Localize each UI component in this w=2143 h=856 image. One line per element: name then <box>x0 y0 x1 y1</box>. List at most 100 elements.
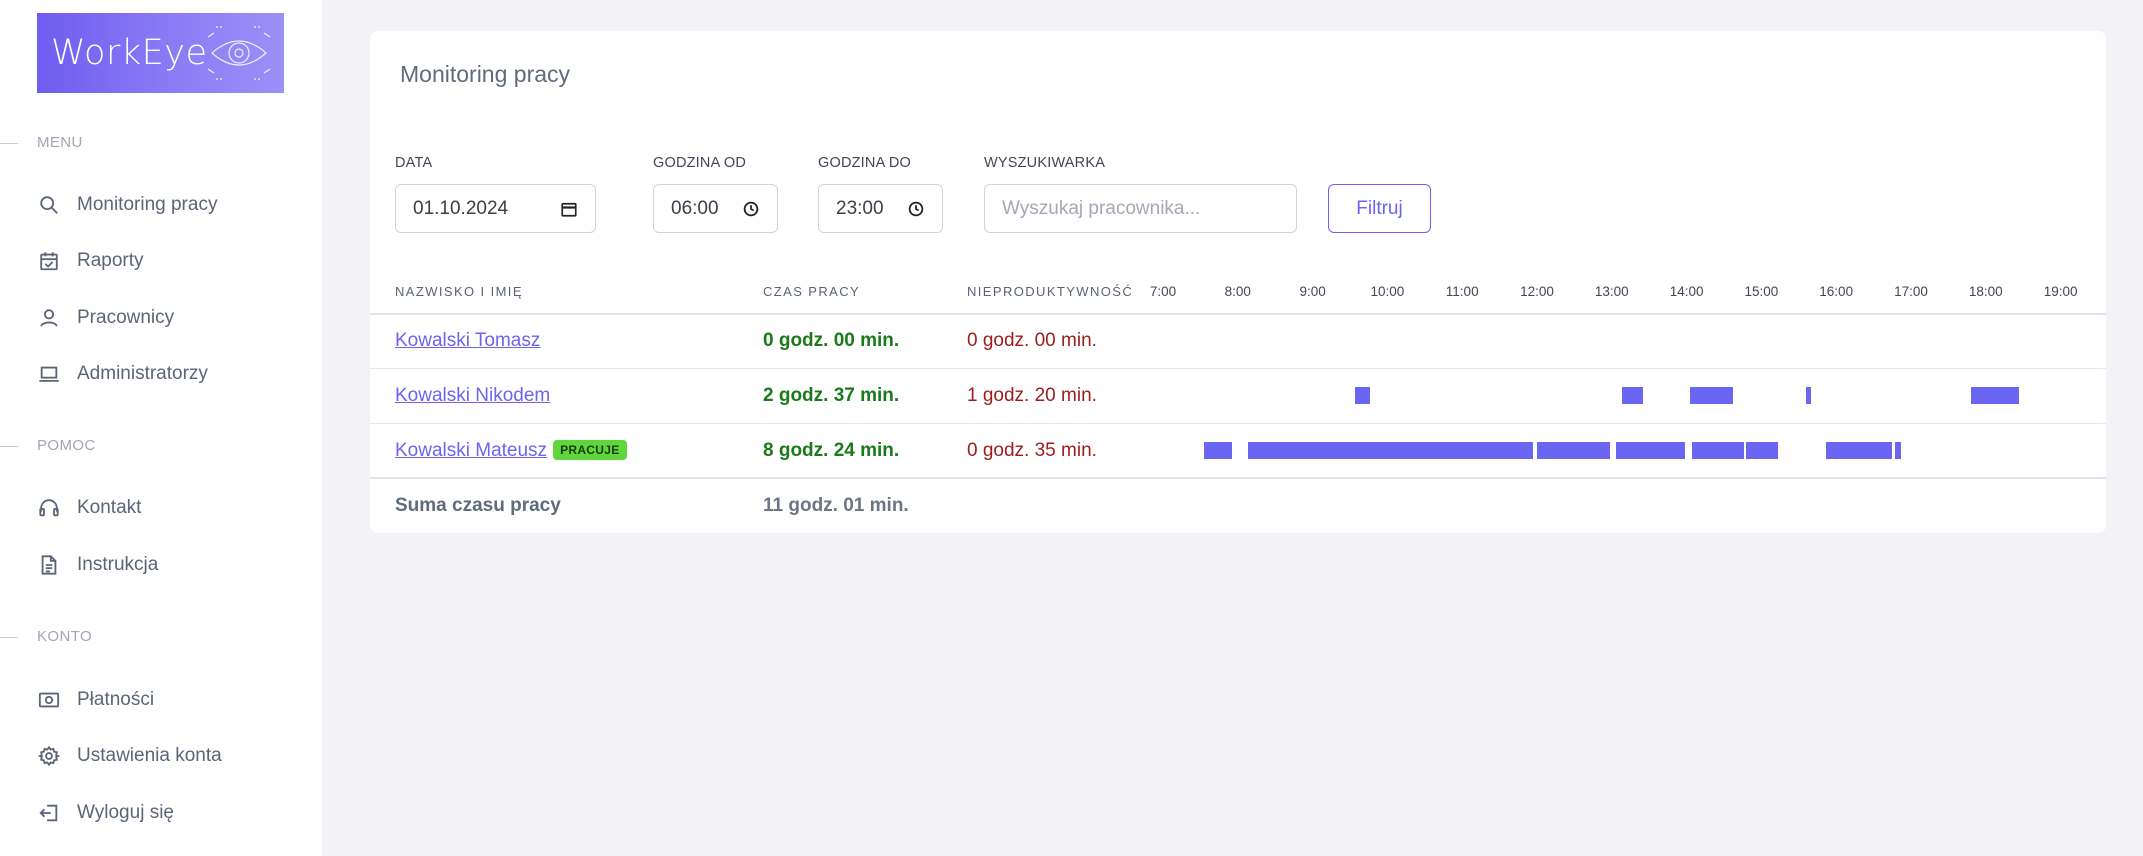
table-row-1-name[interactable]: Kowalski Tomasz <box>395 330 540 352</box>
page-title: Monitoring pracy <box>400 61 571 87</box>
activity-bar[interactable] <box>1615 442 1686 459</box>
to-label: GODZINA DO <box>818 155 912 171</box>
search-placeholder: Wyszukaj pracownika... <box>1002 197 1201 219</box>
status-badge: PRACUJE <box>553 440 627 460</box>
employee-link[interactable]: Kowalski Nikodem <box>395 385 551 406</box>
sidebar-item-label: Raporty <box>77 250 144 271</box>
activity-bar[interactable] <box>1690 387 1733 404</box>
row-divider <box>370 477 2106 479</box>
from-label: GODZINA OD <box>653 155 747 171</box>
sidebar-item-label: Ustawienia konta <box>77 745 222 766</box>
date-input[interactable]: 01.10.2024 <box>395 184 596 233</box>
eye-icon <box>207 26 271 80</box>
sidebar-item-label: Pracownicy <box>77 307 175 328</box>
activity-bar[interactable] <box>1826 442 1893 459</box>
activity-bar[interactable] <box>1894 442 1901 459</box>
time-from-value: 06:00 <box>671 197 719 219</box>
sidebar-item-platnosci[interactable]: Płatności <box>37 682 154 718</box>
activity-bar[interactable] <box>1746 442 1778 459</box>
sum-value: 11 godz. 01 min. <box>763 495 909 516</box>
unproductive-time-value: 1 godz. 20 min. <box>967 385 1097 406</box>
timeline-hour-label: 7:00 <box>1149 284 1177 299</box>
timeline-hour-label: 16:00 <box>1819 284 1854 299</box>
logout-icon <box>37 801 61 825</box>
activity-bar[interactable] <box>1970 387 2020 404</box>
search-input[interactable]: Wyszukaj pracownika... <box>984 184 1297 233</box>
time-from-input[interactable]: 06:00 <box>653 184 778 233</box>
headset-icon <box>37 496 61 520</box>
sidebar-item-raporty[interactable]: Raporty <box>37 243 144 279</box>
section-label-pomoc: POMOC <box>37 437 96 454</box>
employee-link[interactable]: Kowalski Tomasz <box>395 330 541 351</box>
section-divider <box>0 637 18 638</box>
activity-bar[interactable] <box>1806 387 1811 404</box>
time-to-value: 23:00 <box>836 197 884 219</box>
laptop-icon <box>37 362 61 386</box>
sidebar-item-label: Kontakt <box>77 497 142 518</box>
timeline-hour-label: 15:00 <box>1744 284 1779 299</box>
search-label: WYSZUKIWARKA <box>984 155 1106 171</box>
column-header-work-time: CZAS PRACY <box>763 284 861 299</box>
sidebar-item-instrukcja[interactable]: Instrukcja <box>37 547 158 583</box>
activity-bar[interactable] <box>1247 442 1534 459</box>
calendar-icon[interactable] <box>560 200 578 218</box>
time-to-input[interactable]: 23:00 <box>818 184 943 233</box>
clock-icon[interactable] <box>907 200 925 218</box>
timeline-hour-label: 13:00 <box>1594 284 1629 299</box>
table-row-2-name[interactable]: Kowalski Nikodem <box>395 385 550 407</box>
monitoring-card: Monitoring pracy DATA 01.10.2024 GODZINA… <box>370 31 2106 533</box>
sidebar-item-label: Instrukcja <box>77 554 159 575</box>
timeline-hour-label: 12:00 <box>1520 284 1554 299</box>
employee-link[interactable]: Kowalski Mateusz <box>395 440 548 461</box>
money-icon <box>37 688 61 712</box>
activity-bar[interactable] <box>1621 387 1644 404</box>
timeline-hour-label: 9:00 <box>1299 284 1326 299</box>
sidebar-item-ustawienia[interactable]: Ustawienia konta <box>37 738 222 774</box>
timeline-hour-label: 19:00 <box>2043 284 2078 299</box>
timeline-hour-label: 8:00 <box>1224 284 1251 299</box>
activity-bar[interactable] <box>1537 442 1611 459</box>
user-icon <box>37 306 61 330</box>
clock-icon[interactable] <box>742 200 760 218</box>
work-time-value: 0 godz. 00 min. <box>763 330 900 351</box>
document-icon <box>37 553 61 577</box>
column-header-unproductive: NIEPRODUKTYWNOŚĆ <box>967 284 1134 299</box>
app-logo[interactable]: WorkEye <box>37 13 284 93</box>
unproductive-time-value: 0 godz. 35 min. <box>967 440 1097 461</box>
sidebar-item-monitoring[interactable]: Monitoring pracy <box>37 187 217 223</box>
logo-text: WorkEye <box>51 33 208 73</box>
timeline-hour-label: 14:00 <box>1669 284 1704 299</box>
date-label: DATA <box>395 155 433 171</box>
sum-label: Suma czasu pracy <box>395 495 561 516</box>
sidebar-item-label: Wyloguj się <box>77 802 174 823</box>
section-divider <box>0 143 18 144</box>
search-icon <box>37 193 61 217</box>
calendar-icon <box>37 249 61 273</box>
activity-bar[interactable] <box>1204 442 1232 459</box>
work-time-value: 8 godz. 24 min. <box>763 440 900 461</box>
unproductive-time-value: 0 godz. 00 min. <box>967 330 1097 351</box>
header-divider <box>370 313 2106 315</box>
sidebar-item-kontakt[interactable]: Kontakt <box>37 490 141 526</box>
filter-button[interactable]: Filtruj <box>1328 184 1431 233</box>
timeline-hour-label: 18:00 <box>1968 284 2003 299</box>
work-time-value: 2 godz. 37 min. <box>763 385 900 406</box>
activity-bar[interactable] <box>1355 387 1371 404</box>
sidebar-item-administratorzy[interactable]: Administratorzy <box>37 356 208 392</box>
sidebar-item-label: Administratorzy <box>77 363 208 384</box>
gear-icon <box>37 744 61 768</box>
row-divider <box>370 368 2106 369</box>
sidebar-item-label: Płatności <box>77 689 155 710</box>
row-divider <box>370 423 2106 424</box>
table-row-3-name[interactable]: Kowalski Mateusz PRACUJE <box>395 440 627 462</box>
sidebar-item-wyloguj[interactable]: Wyloguj się <box>37 795 174 831</box>
sidebar-item-pracownicy[interactable]: Pracownicy <box>37 300 174 336</box>
timeline-hour-label: 10:00 <box>1370 284 1405 299</box>
column-header-name: NAZWISKO I IMIĘ <box>395 284 523 299</box>
section-label-menu: MENU <box>37 134 83 151</box>
activity-bar[interactable] <box>1691 442 1745 459</box>
timeline-hour-label: 17:00 <box>1894 284 1928 299</box>
section-label-konto: KONTO <box>37 628 93 645</box>
sidebar: WorkEye MENU Monitoring pracy Raporty <box>0 0 322 856</box>
date-value: 01.10.2024 <box>413 197 509 219</box>
